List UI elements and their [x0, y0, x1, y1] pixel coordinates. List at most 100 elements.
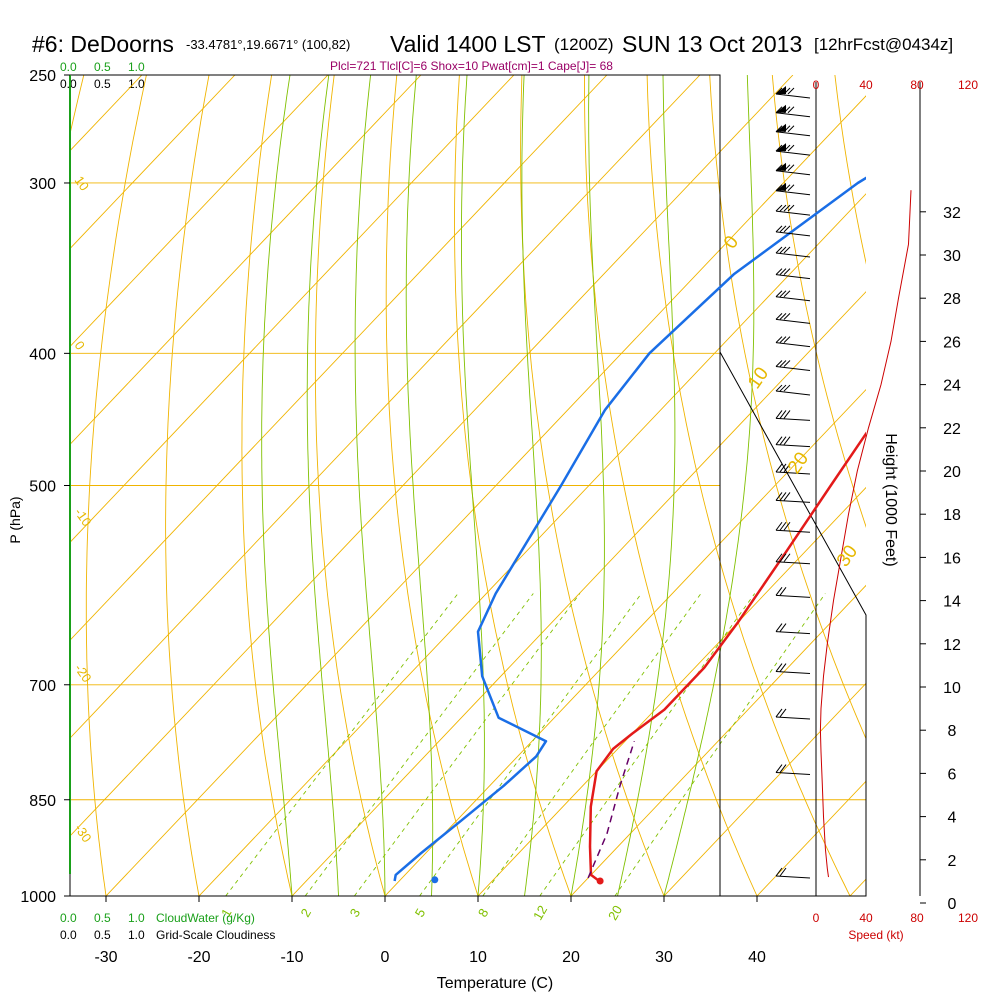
cloud-scale-bottom: 0.0 0.5 1.0 CloudWater (g/Kg) 0.0 0.5 1.…	[60, 911, 275, 942]
wind-barb-staff	[775, 471, 811, 475]
series-parcel-line	[587, 740, 636, 879]
series-dewpoint-line	[393, 176, 866, 882]
cloudiness-tick-bottom-0: 0.0	[60, 928, 77, 942]
wind-barb	[775, 246, 811, 258]
isotherm-line	[70, 75, 329, 348]
wind-barb-feather	[779, 708, 787, 718]
height-tick-label: 16	[943, 550, 961, 567]
wind-barb-feather	[779, 867, 787, 877]
wind-barb-feather	[787, 87, 795, 95]
wind-barb	[775, 336, 811, 348]
height-tick-label: 22	[943, 421, 961, 438]
wind-barb	[775, 123, 811, 137]
wind-barb-staff	[775, 93, 811, 99]
wind-barb-staff	[775, 131, 811, 137]
wind-barb-feather	[783, 410, 791, 419]
wind-barb-staff	[775, 231, 811, 237]
dry-adiabat-line	[894, 51, 1000, 925]
speed-tick-top-label: 80	[910, 78, 924, 92]
cloud-tick-top-0: 0.0	[60, 60, 77, 74]
wind-barb-feather	[783, 268, 791, 275]
dry-adiabat-line	[520, 75, 665, 896]
wind-barb-staff	[775, 772, 811, 776]
temperature-tick-label: 20	[562, 949, 580, 966]
wind-barb-feather	[779, 384, 787, 392]
wind-barb-feather	[775, 492, 783, 501]
wind-barb-flag	[776, 182, 786, 191]
height-axis-title: Height (1000 Feet)	[882, 433, 899, 566]
cloudiness-tick-top-2: 1.0	[128, 77, 145, 91]
wind-barb-feather	[783, 360, 791, 367]
dry-adiabat-line	[385, 75, 479, 896]
wind-barb-feather	[783, 521, 791, 531]
wind-barbs	[775, 86, 811, 879]
wind-barb-staff	[775, 716, 811, 720]
wind-barb-feather	[779, 246, 787, 254]
dry-adiabat-line	[584, 75, 758, 896]
wind-barb	[775, 521, 811, 533]
wind-barb-staff	[775, 417, 811, 421]
wind-barb-staff	[775, 210, 811, 216]
speed-tick-bottom-label: 120	[958, 911, 978, 925]
y-axis-title: P (hPa)	[7, 496, 23, 543]
cloud-tick-bottom-1: 0.5	[94, 911, 111, 925]
moist-adiabat-line	[521, 75, 542, 896]
wind-barb-staff	[775, 529, 811, 533]
wind-barb-feather	[779, 436, 787, 445]
wind-barb	[775, 104, 811, 118]
temperature-tick-label: 0	[381, 949, 390, 966]
wind-barb-feather	[775, 663, 783, 672]
speed-tick-top-label: 40	[859, 78, 873, 92]
wind-barb-staff	[775, 390, 811, 396]
dry-adiabat-line	[85, 75, 147, 896]
wind-barb-feather	[783, 553, 791, 563]
wind-barb-feather	[779, 268, 787, 275]
wind-barb-feather	[779, 623, 787, 632]
wind-barb-feather	[783, 336, 791, 343]
isotherm-line	[849, 878, 866, 896]
wind-barb-staff	[775, 170, 811, 176]
wind-barb-feather	[775, 360, 783, 367]
wind-barb-feather	[775, 225, 783, 233]
wind-barb-feather	[779, 410, 787, 419]
isotherm-label: -10	[72, 505, 95, 529]
wind-barb	[775, 162, 811, 176]
wind-barb	[775, 143, 811, 156]
wind-barb-staff	[775, 274, 811, 280]
wind-barb-feather	[775, 384, 783, 392]
temperature-tick-label: 10	[469, 949, 487, 966]
wind-barb-feather	[783, 436, 791, 445]
cloud-scale-top: 0.0 0.5 1.0 0.0 0.5 1.0	[60, 60, 145, 91]
wind-barb-staff	[775, 318, 811, 324]
axes: 1 2 3 5 8 12 20100-10-20-300102030250300400500…	[20, 68, 978, 966]
speed-tick-bottom-label: 0	[813, 911, 820, 925]
wind-barb-feather	[775, 164, 783, 172]
dry-adiabat-line	[165, 75, 210, 896]
wind-barb-feather	[779, 336, 787, 343]
mixing-ratio-label: 3	[347, 906, 364, 920]
pressure-tick-label: 250	[29, 68, 56, 85]
background-lines	[70, 51, 1000, 925]
wind-panel-frame	[70, 82, 921, 897]
wind-barb-feather	[775, 764, 783, 773]
cloudiness-tick-bottom-2: 1.0	[128, 928, 145, 942]
wind-barb-feather	[783, 246, 791, 254]
wind-barb-flag	[776, 162, 786, 171]
wind-barb-staff	[775, 594, 811, 598]
profiles	[393, 176, 866, 885]
wind-barb-staff	[775, 112, 811, 118]
wind-barb-staff	[775, 150, 811, 156]
mixing-ratio-label: 2	[297, 906, 314, 920]
moist-adiabat-line	[405, 75, 434, 896]
isotherm-line	[70, 75, 236, 250]
height-tick-label: 4	[948, 810, 957, 827]
height-tick-label: 30	[943, 248, 961, 265]
wind-barb-feather	[775, 184, 783, 192]
stability-indices: Plcl=721 Tlcl[C]=6 Shox=10 Pwat[cm]=1 Ca…	[330, 59, 613, 73]
isotherm-label: 0	[72, 338, 88, 353]
height-tick-label: 14	[943, 594, 961, 611]
wind-barb-feather	[787, 184, 795, 192]
wind-barb-staff	[775, 252, 811, 258]
station-coords: -33.4781°,19.6671° (100,82)	[186, 37, 350, 52]
